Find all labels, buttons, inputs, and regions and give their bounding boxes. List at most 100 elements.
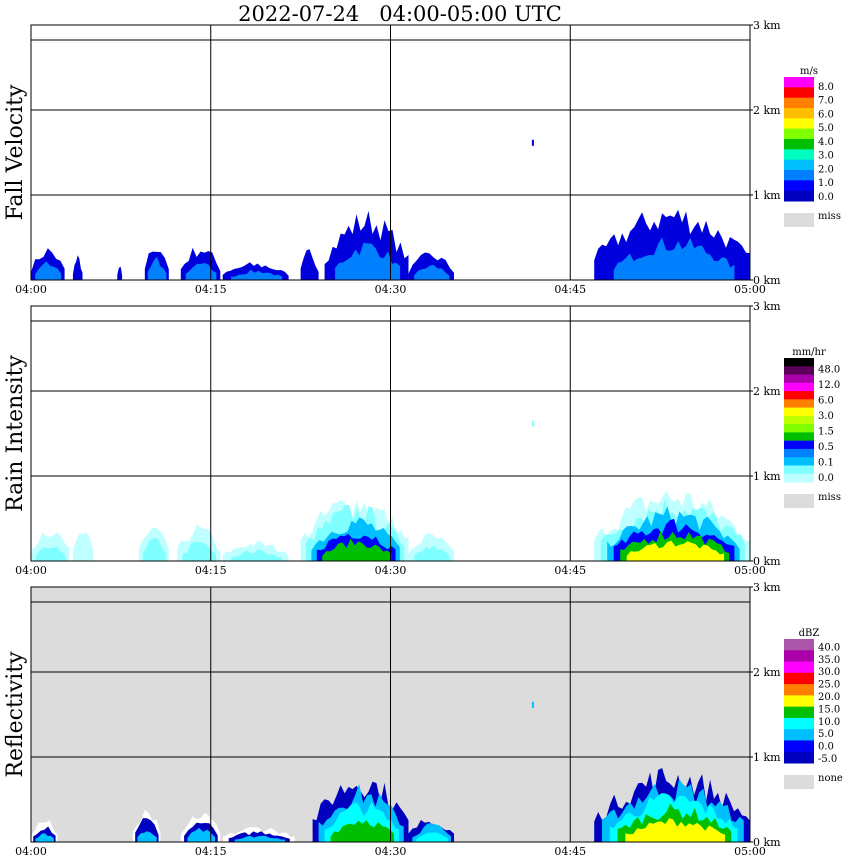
colorbar-swatch [784,407,814,417]
colorbar: dBZ 40.0 35.030.0 25.020.015.0 10.05.0 0.0-5.… [784,628,843,789]
y-tick-label: 3 km [753,300,781,313]
colorbar-swatch [784,170,814,181]
echo-region [414,264,450,280]
y-tick-label: 2 km [753,666,781,679]
colorbar-swatch [784,706,814,719]
colorbar-swatch [784,190,814,202]
colorbar-label: 0.1 [818,458,834,469]
echo-region [330,820,395,842]
colorbar-label: 48.0 [818,365,840,376]
colorbar-swatch [784,432,814,442]
y-axis-label: Fall Velocity [3,84,28,220]
colorbar-swatch [784,415,814,425]
echo-region [147,256,167,280]
colorbar-swatch [784,650,814,663]
colorbar-swatch [784,391,814,400]
echo-region [142,538,166,561]
y-tick-label: 0 km [753,274,781,287]
colorbar-missing-label: miss [818,211,841,222]
echo-region [322,538,392,561]
colorbar-swatch [784,473,814,483]
colorbar-unit: m/s [800,66,818,77]
colorbar-label: 5.0 [818,123,834,134]
colorbar-swatch [784,751,814,764]
echo-region [72,531,94,561]
x-tick-label: 04:00 [15,845,47,858]
colorbar-swatch [784,457,814,466]
colorbar-label: 40.0 [818,642,840,653]
plot-frame [30,24,751,281]
grid [31,25,750,280]
colorbar-swatch [784,465,814,475]
y-tick-label: 0 km [753,555,781,568]
colorbar-label: 5.0 [818,729,834,740]
echo-region [137,831,157,842]
echo-region [626,540,725,561]
echo-region [414,545,450,561]
echo-region [625,818,726,842]
colorbar-swatch [784,695,814,708]
echo-speck [531,139,534,146]
colorbar-swatch [784,97,814,109]
x-tick-label: 04:15 [195,845,227,858]
colorbar-label: 30.0 [818,667,840,678]
echo-region [35,261,62,280]
colorbar-swatch [784,139,814,150]
colorbar-swatch [784,366,814,376]
echo-region [185,263,217,280]
colorbar-label: 0.0 [818,473,834,484]
colorbar-label: 7.0 [818,96,834,107]
colorbar-missing-swatch [784,775,814,789]
colorbar-missing-swatch [784,494,814,508]
colorbar-swatch [784,77,814,88]
colorbar-missing-label: miss [818,492,841,503]
x-tick-label: 04:00 [15,564,47,577]
colorbar-swatch [784,382,814,392]
colorbar: m/s8.0 7.0 6.0 5.0 4.0 3.0 2.0 1.0 0.0 miss [784,66,841,227]
colorbar-swatch [784,740,814,753]
x-tick-label: 04:45 [554,283,586,296]
colorbar-swatch [784,180,814,192]
colorbar-swatch [784,374,814,384]
colorbar-label: 6.0 [818,396,834,407]
colorbar-label: 2.0 [818,164,834,175]
colorbar-label: 1.5 [818,427,834,438]
colorbar-swatch [784,108,814,119]
colorbar-label: -5.0 [818,754,837,765]
colorbar-swatch [784,684,814,696]
x-tick-label: 05:00 [734,845,766,858]
colorbar-label: 12.0 [818,380,840,391]
echo-region [234,835,286,842]
echo-speck [531,420,534,427]
y-tick-label: 0 km [753,836,781,849]
echo-region [230,269,283,280]
grid [31,306,750,561]
colorbar-label: 25.0 [818,680,840,691]
colorbar-label: 6.0 [818,109,834,120]
y-tick-label: 2 km [753,104,781,117]
colorbar-swatch [784,672,814,685]
colorbar-swatch [784,149,814,161]
echo-region [335,242,401,280]
echo-region [613,237,735,280]
colorbar-swatch [784,717,814,730]
echo-region [35,833,54,842]
y-tick-label: 1 km [753,189,781,202]
colorbar-unit: dBZ [799,628,820,639]
colorbar-label: 20.0 [818,692,840,703]
colorbar-swatch [784,87,814,99]
colorbar-label: 35.0 [818,655,840,666]
x-tick-label: 04:30 [375,564,407,577]
plot-frame [30,305,751,562]
colorbar-label: 0.0 [818,192,834,203]
y-tick-label: 3 km [753,581,781,594]
panel-3: 04:00 04:15 04:30 04:45 05:000 km 1 km 2 km 3 k… [3,581,843,858]
echo-region [230,549,283,561]
x-tick-label: 04:30 [375,283,407,296]
colorbar-swatch [784,399,814,409]
colorbar-label: 4.0 [818,137,834,148]
x-tick-label: 04:30 [375,845,407,858]
panel-2: 04:00 04:15 04:30 04:45 05:000 km 1 km 2 km 3 k… [3,300,841,577]
colorbar-swatch [784,440,814,450]
colorbar-label: 0.5 [818,442,834,453]
